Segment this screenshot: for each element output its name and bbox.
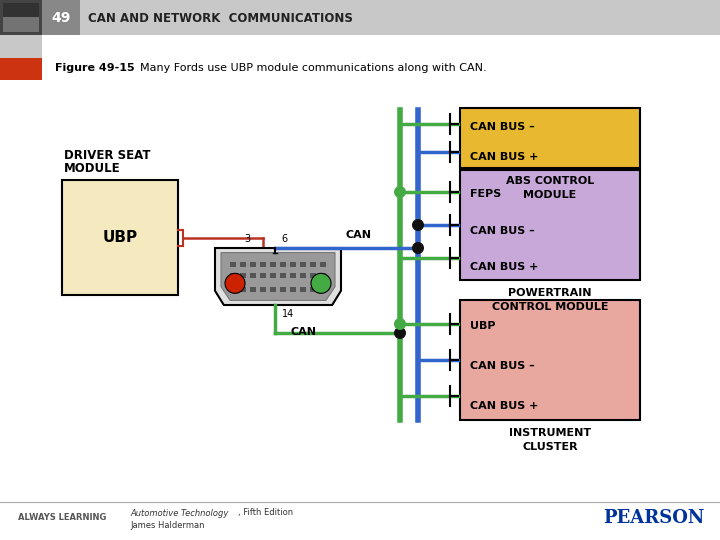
- Text: 3: 3: [244, 234, 251, 244]
- Text: CAN: CAN: [291, 327, 317, 337]
- Bar: [240, 273, 246, 278]
- Bar: [290, 287, 296, 292]
- Text: UBP: UBP: [470, 321, 495, 331]
- Bar: [290, 273, 296, 278]
- Bar: [320, 262, 326, 267]
- Text: CAN: CAN: [345, 230, 371, 240]
- Text: UBP: UBP: [102, 230, 138, 245]
- Polygon shape: [215, 248, 341, 305]
- Bar: [250, 262, 256, 267]
- Bar: [3, 17, 39, 32]
- Bar: [300, 287, 306, 292]
- Bar: [310, 273, 316, 278]
- Bar: [0, 35, 42, 80]
- Bar: [460, 300, 640, 420]
- Circle shape: [225, 273, 245, 293]
- Text: ABS CONTROL: ABS CONTROL: [506, 176, 594, 186]
- Text: CLUSTER: CLUSTER: [522, 442, 578, 452]
- Text: MODULE: MODULE: [523, 190, 577, 200]
- Text: , Fifth Edition: , Fifth Edition: [238, 509, 293, 517]
- Text: CAN BUS –: CAN BUS –: [470, 226, 535, 235]
- Bar: [230, 262, 236, 267]
- Bar: [230, 287, 236, 292]
- Circle shape: [412, 242, 424, 254]
- Circle shape: [311, 273, 331, 293]
- Bar: [230, 273, 236, 278]
- Text: FEPS: FEPS: [470, 189, 501, 199]
- Text: POWERTRAIN: POWERTRAIN: [508, 288, 592, 298]
- Bar: [240, 262, 246, 267]
- Text: DRIVER SEAT: DRIVER SEAT: [64, 149, 150, 162]
- Text: CONTROL MODULE: CONTROL MODULE: [492, 302, 608, 312]
- Bar: [270, 262, 276, 267]
- Text: Many Fords use UBP module communications along with CAN.: Many Fords use UBP module communications…: [140, 63, 487, 73]
- Bar: [250, 287, 256, 292]
- Text: CAN BUS –: CAN BUS –: [470, 123, 535, 132]
- Bar: [310, 287, 316, 292]
- Bar: [0, 58, 42, 80]
- Bar: [270, 273, 276, 278]
- Bar: [320, 273, 326, 278]
- Bar: [280, 273, 286, 278]
- Bar: [300, 262, 306, 267]
- Bar: [320, 287, 326, 292]
- Bar: [460, 108, 640, 168]
- Text: MODULE: MODULE: [64, 162, 121, 175]
- Bar: [240, 287, 246, 292]
- Circle shape: [394, 327, 406, 339]
- Bar: [62, 180, 178, 295]
- Text: 49: 49: [51, 11, 71, 25]
- Text: Automotive Technology: Automotive Technology: [130, 509, 228, 517]
- Bar: [280, 287, 286, 292]
- Text: CAN BUS +: CAN BUS +: [470, 262, 539, 272]
- Bar: [310, 262, 316, 267]
- Bar: [0, 0, 720, 35]
- Bar: [300, 273, 306, 278]
- Text: CAN BUS +: CAN BUS +: [470, 401, 539, 411]
- Polygon shape: [221, 253, 335, 300]
- Text: CAN BUS –: CAN BUS –: [470, 361, 535, 371]
- Bar: [0, 0, 42, 35]
- Text: 14: 14: [282, 309, 294, 319]
- Circle shape: [394, 318, 406, 330]
- Text: James Halderman: James Halderman: [130, 522, 204, 530]
- Bar: [42, 0, 80, 35]
- Text: 6: 6: [282, 234, 287, 244]
- Circle shape: [412, 219, 424, 231]
- Bar: [250, 273, 256, 278]
- Bar: [280, 262, 286, 267]
- Text: ALWAYS LEARNING: ALWAYS LEARNING: [18, 514, 107, 523]
- Text: CAN AND NETWORK  COMMUNICATIONS: CAN AND NETWORK COMMUNICATIONS: [88, 11, 353, 24]
- Text: PEARSON: PEARSON: [603, 509, 705, 527]
- Bar: [290, 262, 296, 267]
- Text: Figure 49-15: Figure 49-15: [55, 63, 135, 73]
- Bar: [460, 170, 640, 280]
- Text: CAN BUS +: CAN BUS +: [470, 152, 539, 163]
- Bar: [260, 262, 266, 267]
- Text: INSTRUMENT: INSTRUMENT: [509, 428, 591, 438]
- Circle shape: [394, 186, 406, 198]
- Bar: [260, 273, 266, 278]
- Bar: [260, 287, 266, 292]
- Bar: [3, 3, 39, 17]
- Bar: [270, 287, 276, 292]
- Bar: [0, 35, 42, 58]
